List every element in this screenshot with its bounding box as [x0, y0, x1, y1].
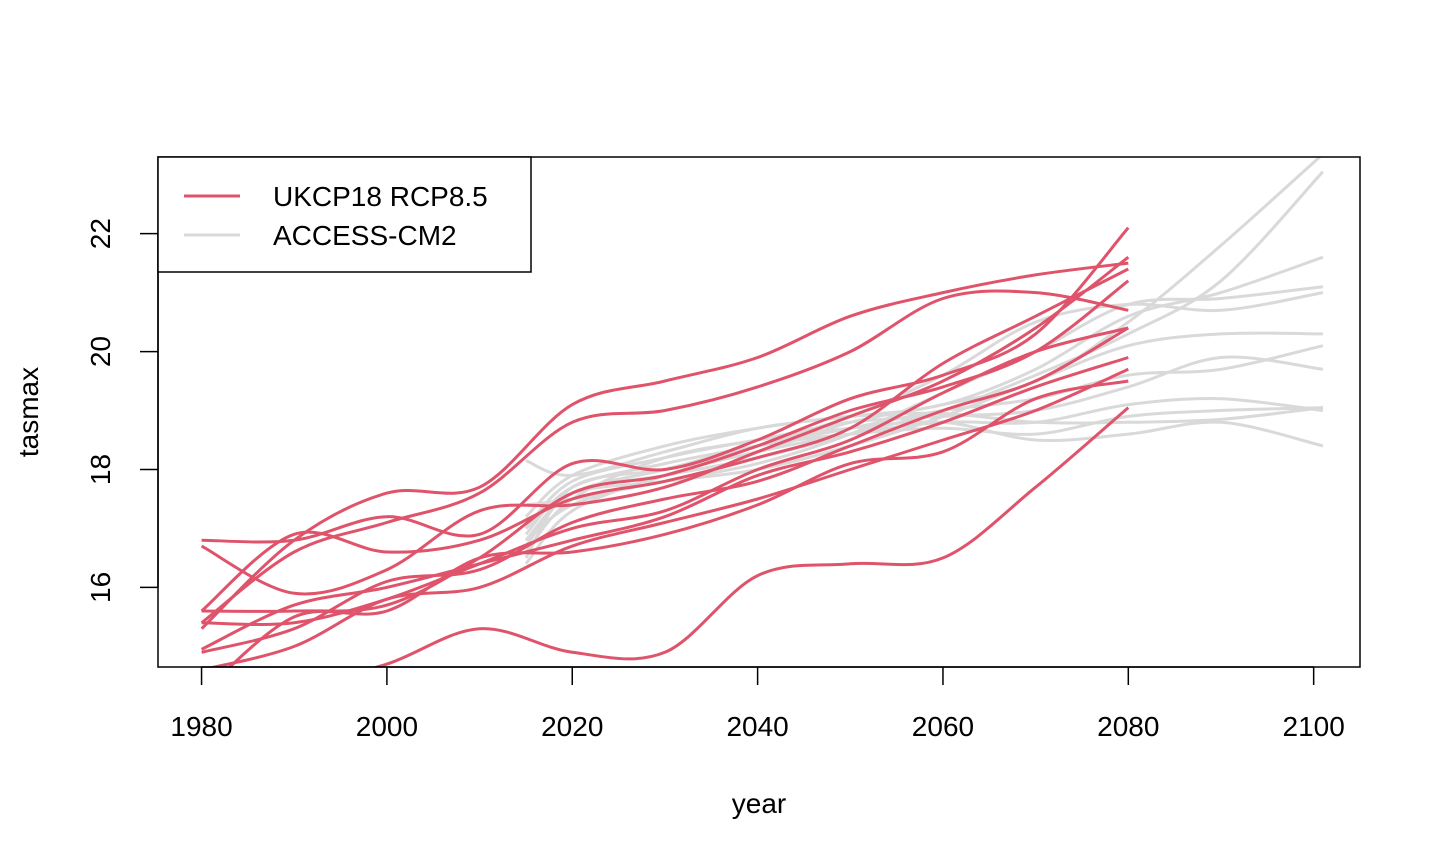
x-axis-title: year: [732, 788, 786, 819]
series-line-access-cm2-6: [524, 331, 1323, 530]
series-line-access-cm2-3: [525, 255, 1324, 477]
series-line-ukcp18-rcp8-5-16: [200, 256, 1130, 596]
legend-label-access-cm2: ACCESS-CM2: [273, 220, 457, 251]
series-line-ukcp18-rcp8-5-21: [200, 356, 1129, 651]
series-line-ukcp18-rcp8-5-15: [201, 226, 1130, 544]
x-tick-label: 2060: [912, 711, 974, 742]
series-line-access-cm2-9: [524, 406, 1324, 518]
series-line-access-cm2-1: [524, 157, 1322, 559]
y-tick-label: 22: [85, 218, 116, 249]
x-tick-label: 2080: [1097, 711, 1159, 742]
y-tick-label: 16: [85, 572, 116, 603]
series-line-ukcp18-rcp8-5-14: [200, 289, 1129, 624]
y-axis-title: tasmax: [13, 367, 44, 457]
x-tick-label: 2040: [726, 711, 788, 742]
series-line-ukcp18-rcp8-5-24: [371, 406, 1130, 667]
x-tick-label: 2020: [541, 711, 603, 742]
legend-box: [157, 156, 532, 273]
y-tick-label: 20: [85, 336, 116, 367]
series-line-access-cm2-7: [524, 344, 1324, 536]
x-tick-label: 2000: [356, 711, 418, 742]
y-tick-label: 18: [85, 454, 116, 485]
legend-label-ukcp18: UKCP18 RCP8.5: [273, 181, 488, 212]
series-line-ukcp18-rcp8-5-17: [200, 267, 1129, 613]
x-tick-label: 1980: [170, 711, 232, 742]
legend: UKCP18 RCP8.5 ACCESS-CM2: [157, 156, 532, 273]
series-line-access-cm2-12: [524, 406, 1323, 542]
x-axis: 1980 2000 2020 2040 2060 2080 2100: [170, 666, 1345, 742]
y-axis: 16 18 20 22: [85, 218, 159, 603]
series-line-ukcp18-rcp8-5-13: [200, 261, 1129, 630]
series-line-access-cm2-2: [524, 170, 1324, 548]
series-line-ukcp18-rcp8-5-19: [201, 326, 1129, 627]
x-tick-label: 2100: [1283, 711, 1345, 742]
series-line-access-cm2-8: [524, 355, 1324, 553]
series-line-ukcp18-rcp8-5-23: [227, 379, 1129, 667]
series-layer: [200, 157, 1324, 667]
series-line-ukcp18-rcp8-5-20: [201, 326, 1130, 654]
